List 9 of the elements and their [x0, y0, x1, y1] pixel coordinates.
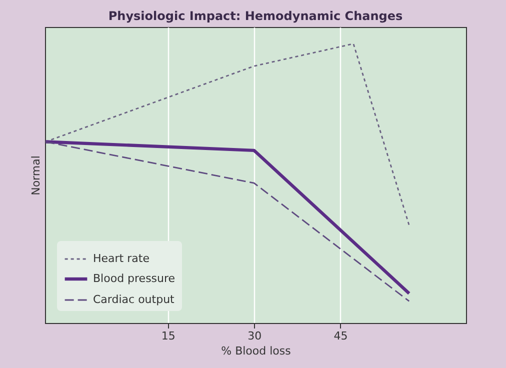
chart-title: Physiologic Impact: Hemodynamic Changes: [108, 9, 403, 23]
legend-label: Blood pressure: [93, 272, 176, 285]
x-tick-label: 15: [161, 330, 176, 342]
legend-label: Cardiac output: [93, 293, 176, 306]
x-tick-label: 45: [334, 330, 348, 342]
x-tick-label: 30: [248, 330, 262, 342]
legend-label: Heart rate: [93, 252, 150, 265]
x-axis-title: % Blood loss: [221, 344, 292, 358]
y-axis-title: Normal: [30, 156, 42, 196]
